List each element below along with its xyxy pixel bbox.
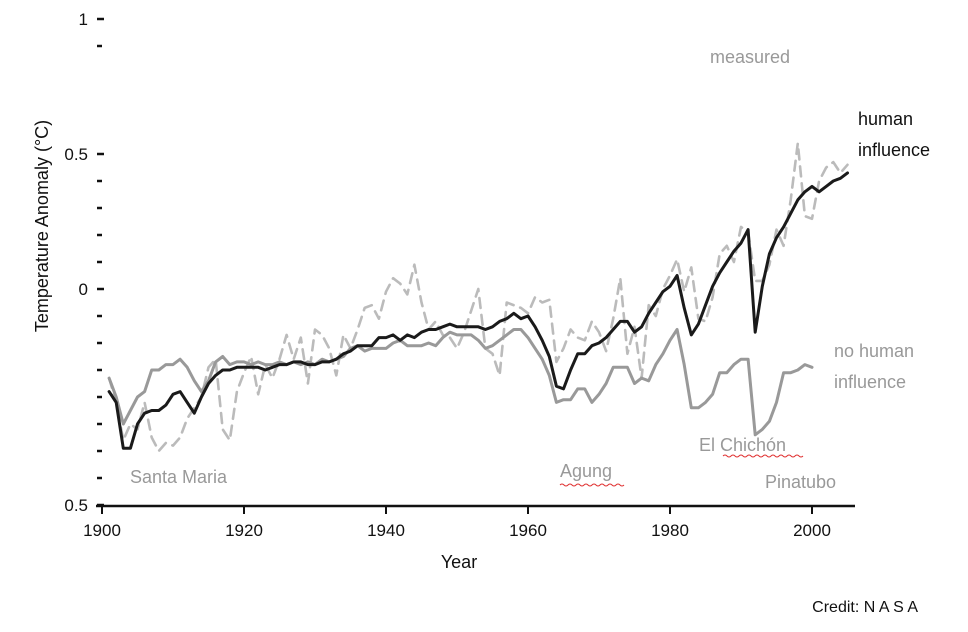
y-tick-label: 1 — [79, 10, 88, 29]
label-human-influence-line1: human — [858, 109, 913, 129]
label-agung: Agung — [560, 461, 612, 481]
label-pinatubo: Pinatubo — [765, 472, 836, 492]
series-human-influence — [107, 171, 849, 450]
y-tick-label: 0.5 — [64, 145, 88, 164]
label-el-chichon: El Chichón — [699, 435, 786, 455]
y-tick-label: 0.5 — [64, 496, 88, 515]
series-measured — [107, 141, 849, 453]
x-ticks: 1900 1920 1940 1960 1980 2000 — [83, 506, 831, 540]
y-tick-label: 0 — [79, 280, 88, 299]
label-measured: measured — [710, 47, 790, 67]
series-layer — [107, 141, 849, 453]
series-no-human-influence — [107, 328, 814, 437]
label-human-influence-line2: influence — [858, 140, 930, 160]
x-tick-label: 1940 — [367, 521, 405, 540]
y-axis-title: Temperature Anomaly (°C) — [32, 120, 52, 332]
axes: 1900 1920 1940 1960 1980 2000 1 0.5 0 0.5 — [64, 10, 855, 540]
label-no-human-influence-line1: no human — [834, 341, 914, 361]
label-santa-maria: Santa Maria — [130, 467, 228, 487]
credit: Credit: N A S A — [812, 599, 918, 616]
y-ticks: 1 0.5 0 0.5 — [64, 10, 104, 515]
x-tick-label: 1900 — [83, 521, 121, 540]
x-tick-label: 1920 — [225, 521, 263, 540]
x-tick-label: 1980 — [651, 521, 689, 540]
x-tick-label: 2000 — [793, 521, 831, 540]
label-no-human-influence-line2: influence — [834, 372, 906, 392]
x-tick-label: 1960 — [509, 521, 547, 540]
agung-spellcheck-underline — [559, 483, 625, 487]
x-axis-title: Year — [441, 552, 477, 572]
el-chichon-spellcheck-underline — [722, 454, 804, 458]
